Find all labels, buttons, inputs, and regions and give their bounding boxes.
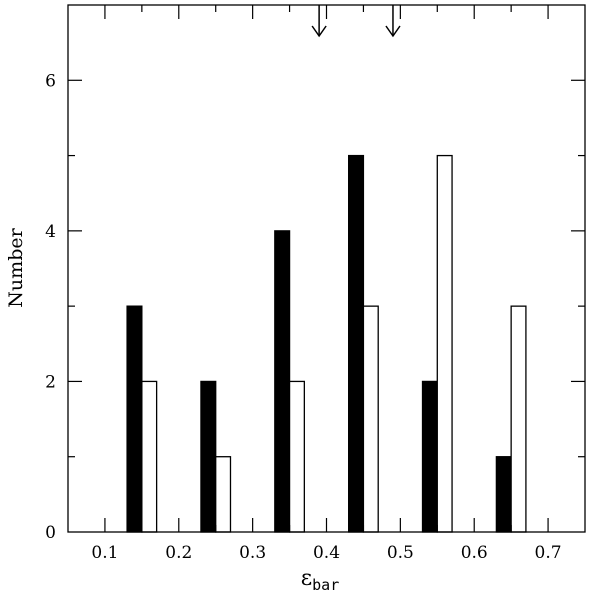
bar-series2-0: [141, 380, 158, 533]
x-tick-label: 0.1: [91, 543, 118, 563]
marker-arrow-head: [311, 25, 327, 38]
tick-labels-layer: 0.1 0.2 0.3 0.4 0.5 0.6 0.7 0 2 4 6: [45, 71, 561, 563]
x-axis-title-symbol: ε: [301, 566, 312, 591]
bar-series1-0: [126, 305, 143, 533]
x-tick-label: 0.4: [313, 543, 340, 563]
x-axis-title-subscript: bar: [312, 576, 339, 594]
plot-frame: [67, 4, 586, 533]
bar-series2-2: [288, 380, 305, 533]
bar-series1-4: [421, 380, 438, 533]
y-axis-title: Number: [5, 227, 27, 307]
bar-series1-3: [348, 154, 365, 533]
arrows-layer: [311, 5, 401, 38]
y-tick-label: 0: [45, 523, 56, 543]
marker-arrow-head: [385, 25, 401, 38]
bar-series2-3: [362, 305, 379, 533]
bar-series2-5: [510, 305, 527, 533]
x-tick-label: 0.2: [165, 543, 192, 563]
bar-series1-5: [495, 456, 512, 533]
y-tick-label: 6: [45, 71, 56, 91]
bar-series2-4: [436, 154, 453, 533]
bar-series1-2: [274, 230, 291, 533]
x-tick-label: 0.6: [461, 543, 488, 563]
ticks-layer: [68, 5, 585, 532]
x-tick-label: 0.7: [535, 543, 562, 563]
y-tick-label: 4: [45, 222, 56, 242]
x-axis-title: εbar: [301, 566, 340, 594]
bar-series1-1: [200, 380, 217, 533]
x-tick-label: 0.3: [239, 543, 266, 563]
bars-layer: [126, 154, 527, 533]
bar-series2-1: [215, 456, 232, 533]
x-tick-label: 0.5: [387, 543, 414, 563]
y-tick-label: 2: [45, 372, 56, 392]
